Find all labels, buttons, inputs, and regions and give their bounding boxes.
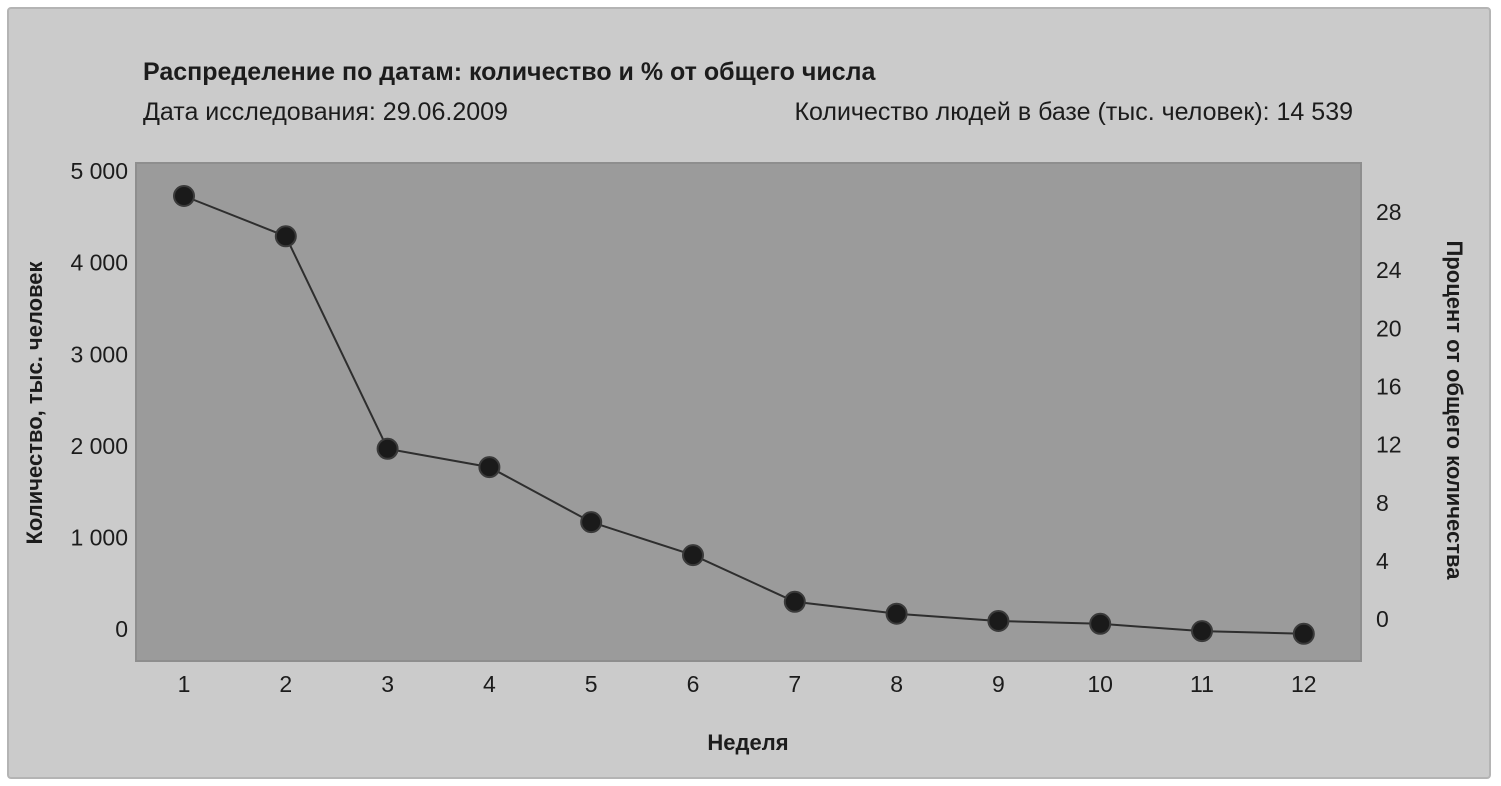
x-tick-label: 2 — [279, 671, 292, 697]
x-tick-label: 6 — [687, 671, 700, 697]
x-tick-label: 10 — [1087, 671, 1113, 697]
x-tick-label: 1 — [178, 671, 191, 697]
data-point — [885, 602, 908, 625]
y-tick-label: 3 000 — [70, 341, 128, 367]
x-tick-label: 3 — [381, 671, 394, 697]
y2-tick-label: 8 — [1376, 490, 1389, 516]
x-axis-ticks: 1 2 3 4 5 6 7 8 9 10 11 12 — [178, 671, 1317, 697]
x-tick-label: 5 — [585, 671, 598, 697]
data-point — [1191, 620, 1213, 643]
data-point — [173, 185, 195, 207]
y2-tick-label: 28 — [1376, 199, 1402, 225]
y2-tick-label: 16 — [1376, 374, 1402, 400]
data-point — [376, 437, 399, 460]
y-tick-label: 5 000 — [70, 158, 128, 184]
data-point — [682, 544, 704, 567]
data-point — [987, 610, 1010, 632]
y2-tick-label: 20 — [1376, 315, 1402, 341]
y-tick-label: 4 000 — [70, 250, 128, 276]
y2-axis-title: Процент от общего количества — [1442, 241, 1467, 581]
x-tick-label: 11 — [1190, 671, 1214, 697]
x-tick-label: 12 — [1291, 671, 1317, 697]
x-tick-label: 7 — [788, 671, 801, 697]
y-tick-label: 0 — [115, 616, 128, 642]
y2-tick-label: 12 — [1376, 432, 1402, 458]
data-point — [274, 225, 297, 248]
chart-subtitle-count: Количество людей в базе (тыс. человек): … — [794, 98, 1353, 126]
y2-tick-label: 4 — [1376, 548, 1389, 574]
plot-area — [135, 162, 1362, 662]
y2-axis-ticks: 0 4 8 12 16 20 24 28 — [1376, 199, 1402, 632]
data-point — [1292, 622, 1315, 645]
data-point — [478, 456, 501, 479]
y-tick-label: 2 000 — [70, 433, 128, 459]
chart-title: Распределение по датам: количество и % о… — [143, 58, 877, 86]
x-axis-title: Неделя — [707, 730, 788, 755]
data-point — [783, 590, 806, 613]
y-axis-title: Количество, тыс. человек — [22, 260, 47, 544]
series-markers — [173, 185, 1315, 645]
x-tick-label: 8 — [890, 671, 903, 697]
y2-tick-label: 24 — [1376, 257, 1402, 283]
series-line — [183, 195, 1304, 635]
x-tick-label: 4 — [483, 671, 496, 697]
x-tick-label: 9 — [992, 671, 1005, 697]
y2-tick-label: 0 — [1376, 606, 1389, 632]
data-point — [1089, 612, 1112, 635]
data-point — [580, 511, 603, 534]
chart-subtitle-date: Дата исследования: 29.06.2009 — [143, 98, 508, 126]
y-axis-ticks: 0 1 000 2 000 3 000 4 000 5 000 — [70, 158, 128, 642]
y-tick-label: 1 000 — [70, 524, 128, 550]
